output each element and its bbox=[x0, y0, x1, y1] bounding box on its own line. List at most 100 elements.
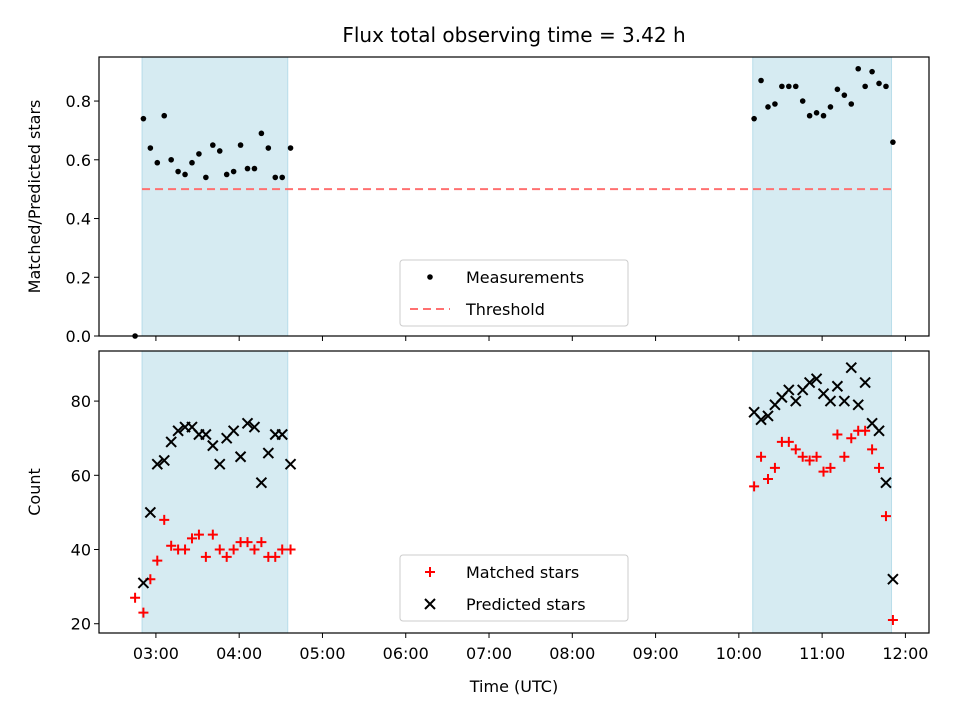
matched-point bbox=[159, 514, 170, 525]
x-axis-label: Time (UTC) bbox=[469, 677, 558, 696]
measurement-point bbox=[147, 145, 154, 151]
predicted-point bbox=[172, 425, 184, 437]
measurement-point bbox=[216, 148, 223, 154]
predicted-point bbox=[255, 477, 268, 489]
legend-label: Measurements bbox=[466, 268, 584, 287]
predicted-point bbox=[227, 425, 240, 437]
measurement-point bbox=[287, 145, 294, 151]
matched-point bbox=[270, 551, 281, 562]
predicted-point bbox=[234, 451, 247, 463]
matched-point bbox=[804, 455, 815, 466]
predicted-point bbox=[880, 477, 892, 489]
measurement-point bbox=[792, 83, 799, 90]
predicted-point bbox=[852, 399, 864, 411]
x-tick-label: 12:00 bbox=[882, 644, 928, 663]
measurement-point bbox=[834, 86, 841, 93]
measurement-point bbox=[189, 159, 195, 166]
measurement-point bbox=[786, 83, 792, 90]
x-tick-label: 09:00 bbox=[633, 644, 679, 663]
observing-interval bbox=[752, 56, 893, 337]
matched-point bbox=[769, 462, 780, 473]
x-tick-label: 11:00 bbox=[799, 644, 845, 663]
measurement-point bbox=[168, 156, 174, 163]
matched-point bbox=[207, 529, 218, 540]
legend-label: Matched stars bbox=[466, 563, 579, 582]
predicted-point bbox=[838, 395, 851, 407]
measurement-point bbox=[855, 65, 862, 72]
measurement-point bbox=[161, 112, 168, 119]
observing-interval bbox=[752, 350, 893, 634]
count-panel: 20 40 60 80 03:00 04:00 05:00 06:00 07:00 08:00 09… bbox=[25, 350, 930, 696]
legend-box bbox=[399, 259, 629, 327]
measurement-point bbox=[258, 130, 265, 137]
predicted-point bbox=[762, 410, 774, 422]
matched-point bbox=[130, 592, 141, 603]
measurement-point bbox=[223, 171, 230, 178]
measurement-point bbox=[862, 83, 868, 90]
measurement-point bbox=[154, 159, 161, 166]
y-tick-label: 20 bbox=[71, 615, 91, 634]
predicted-point bbox=[859, 376, 871, 389]
legend-label: Threshold bbox=[465, 300, 545, 319]
measurement-point bbox=[251, 165, 258, 172]
measurement-point bbox=[182, 171, 188, 178]
measurement-point bbox=[848, 101, 855, 107]
y-tick-label: 60 bbox=[71, 466, 91, 485]
matched-point bbox=[249, 544, 260, 555]
matched-point bbox=[880, 511, 891, 522]
measurement-point bbox=[751, 115, 757, 122]
matched-point bbox=[285, 544, 296, 555]
measurement-point bbox=[140, 115, 147, 122]
y-axis-label: Count bbox=[25, 468, 44, 516]
predicted-point bbox=[873, 425, 885, 437]
matched-point bbox=[832, 429, 843, 440]
x-tick-label: 08:00 bbox=[549, 644, 595, 663]
x-tick-label: 10:00 bbox=[716, 644, 762, 663]
predicted-point bbox=[284, 458, 297, 470]
matched-point bbox=[797, 451, 808, 462]
measurement-point bbox=[890, 139, 896, 145]
matched-point bbox=[867, 444, 878, 455]
matched-point bbox=[887, 615, 898, 626]
axes-frame bbox=[98, 56, 930, 337]
x-tick-label: 07:00 bbox=[466, 644, 512, 663]
measurement-point bbox=[244, 165, 251, 172]
chart-title: Flux total observing time = 3.42 h bbox=[342, 23, 685, 47]
x-tick-label: 03:00 bbox=[133, 644, 179, 663]
x-tick-label: 05:00 bbox=[299, 644, 345, 663]
matched-point bbox=[790, 444, 801, 455]
observing-interval bbox=[141, 350, 289, 634]
predicted-point bbox=[214, 458, 226, 470]
predicted-point bbox=[248, 421, 261, 433]
matched-point bbox=[221, 551, 232, 562]
measurement-point bbox=[841, 92, 848, 98]
measurement-point bbox=[799, 98, 806, 104]
measurement-point bbox=[272, 174, 279, 181]
predicted-point bbox=[790, 395, 802, 407]
x-tick-label: 04:00 bbox=[216, 644, 262, 663]
measurement-point bbox=[175, 168, 181, 175]
y-tick-label: 0.0 bbox=[66, 327, 91, 346]
matched-point bbox=[186, 533, 197, 544]
measurement-point bbox=[765, 104, 771, 110]
predicted-point bbox=[137, 577, 150, 589]
axes-frame bbox=[98, 350, 930, 634]
predicted-point bbox=[810, 373, 823, 385]
legend-marker-matched bbox=[425, 567, 435, 577]
measurement-point bbox=[813, 110, 820, 116]
y-tick-label: 40 bbox=[71, 541, 91, 560]
measurement-point bbox=[869, 68, 875, 75]
measurement-point bbox=[779, 83, 785, 90]
predicted-point bbox=[276, 428, 288, 441]
predicted-point bbox=[824, 395, 837, 407]
legend-box bbox=[399, 554, 629, 622]
matched-point bbox=[214, 544, 225, 555]
measurement-point bbox=[883, 83, 889, 90]
y-tick-label: 0.6 bbox=[66, 151, 91, 170]
predicted-point bbox=[887, 573, 899, 585]
predicted-point bbox=[207, 439, 219, 452]
matched-point bbox=[256, 537, 267, 548]
measurement-point bbox=[279, 174, 286, 181]
predicted-point bbox=[262, 447, 275, 459]
matched-point bbox=[242, 537, 253, 548]
